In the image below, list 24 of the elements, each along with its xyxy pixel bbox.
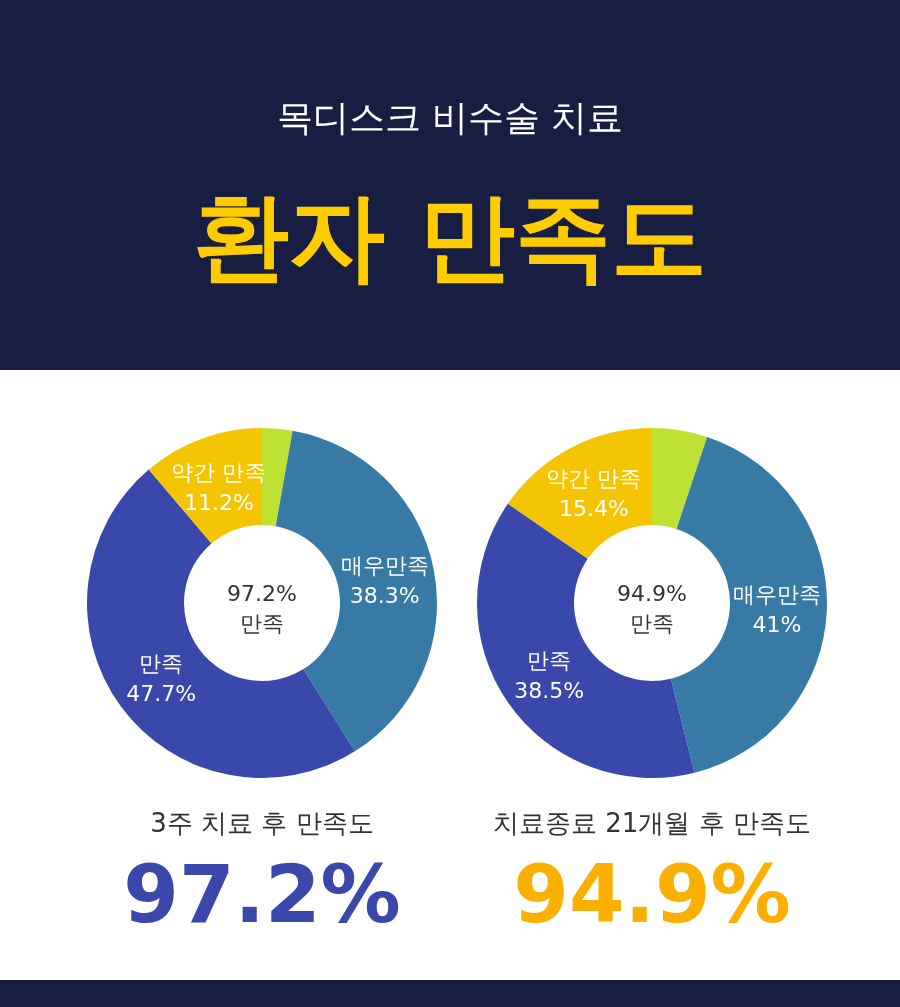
text: 목디스크 비수술 치료 xyxy=(276,97,624,138)
data-label: 38.5% xyxy=(514,678,585,704)
data-label: 38.3% xyxy=(349,583,420,609)
text: 치료종료 21개월 후 만족도 xyxy=(493,808,811,838)
text: 3주 치료 후 만족도 xyxy=(150,808,374,838)
text: 만족 xyxy=(240,611,284,636)
donut-slice xyxy=(652,428,708,529)
text: 97.2% xyxy=(227,581,297,606)
text: 환자 만족도 xyxy=(193,181,707,293)
data-label: 11.2% xyxy=(183,489,254,515)
text: 97.2% xyxy=(123,848,401,941)
slice-label: 매우만족 xyxy=(732,581,821,607)
slice-label: 약간 만족 xyxy=(171,459,267,485)
donut-slice xyxy=(507,428,652,559)
slice-label: 만족 xyxy=(527,648,572,674)
slice-label: 약간 만족 xyxy=(546,466,642,492)
text: 94.9% xyxy=(513,848,791,941)
slice-label: 매우만족 xyxy=(340,553,429,579)
data-label: 15.4% xyxy=(558,496,629,522)
text: 94.9% xyxy=(617,581,687,606)
text: 만족 xyxy=(630,611,674,636)
data-label: 41% xyxy=(752,611,802,637)
data-label: 47.7% xyxy=(126,680,197,706)
slice-label: 만족 xyxy=(139,650,184,676)
